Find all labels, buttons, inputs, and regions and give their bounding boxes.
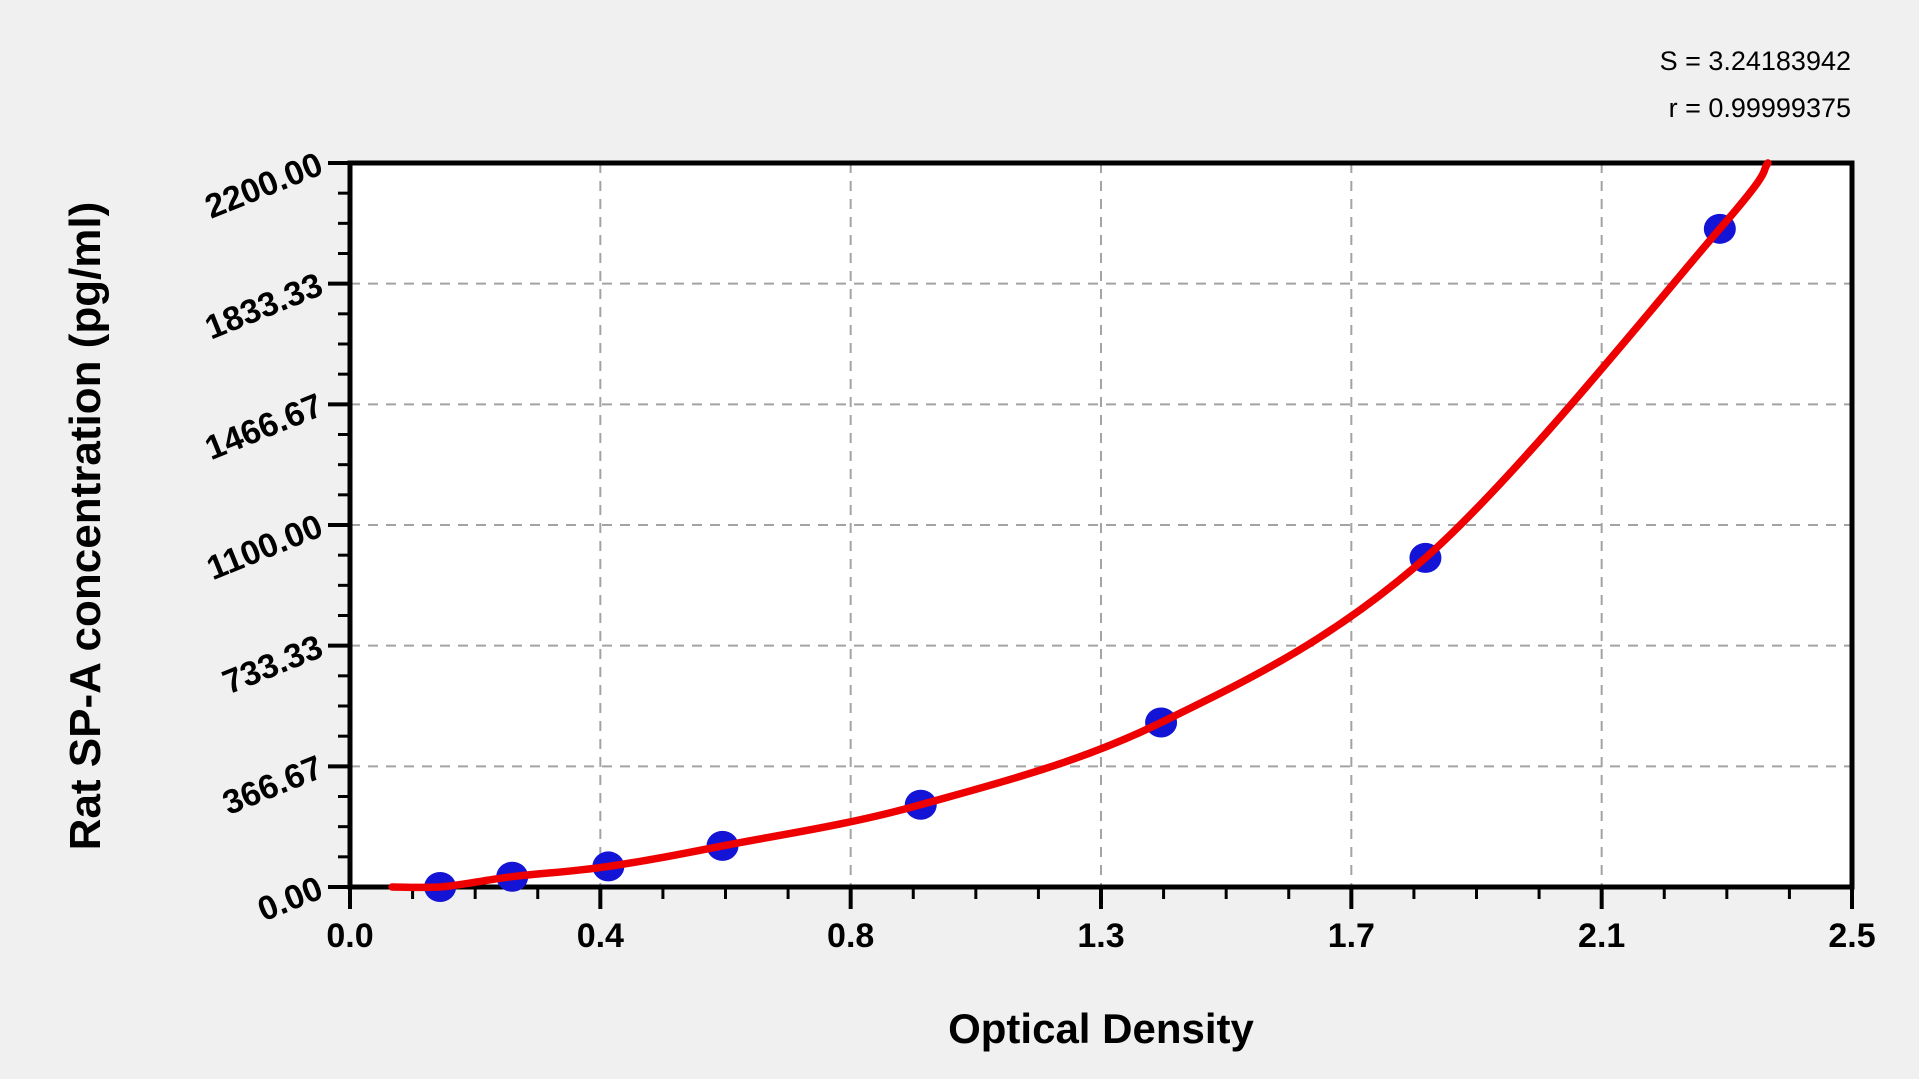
x-tick-label: 2.5	[1828, 917, 1875, 955]
y-tick-label: 733.33	[217, 628, 328, 702]
r-value: r = 0.99999375	[1668, 93, 1851, 123]
x-tick-label: 0.8	[827, 917, 874, 955]
y-tick-label: 1833.33	[200, 266, 328, 347]
fit-statistics: S = 3.24183942 r = 0.99999375	[1660, 38, 1851, 132]
y-tick-label: 2200.00	[200, 145, 328, 226]
y-tick-label: 0.00	[252, 869, 328, 929]
x-tick-label: 0.0	[326, 917, 373, 955]
x-axis-title: Optical Density	[948, 1005, 1254, 1052]
x-tick-label: 0.4	[577, 917, 624, 955]
x-tick-label: 2.1	[1578, 917, 1625, 955]
y-tick-label: 1100.00	[202, 507, 328, 588]
plot-frame	[347, 160, 1855, 890]
s-value: S = 3.24183942	[1659, 46, 1851, 76]
y-tick-label: 1466.67	[200, 387, 328, 468]
fit-curve	[388, 159, 1772, 892]
x-tick-label: 1.7	[1328, 917, 1375, 955]
x-tick-label: 1.3	[1077, 917, 1124, 955]
y-tick-label: 366.67	[217, 749, 328, 823]
